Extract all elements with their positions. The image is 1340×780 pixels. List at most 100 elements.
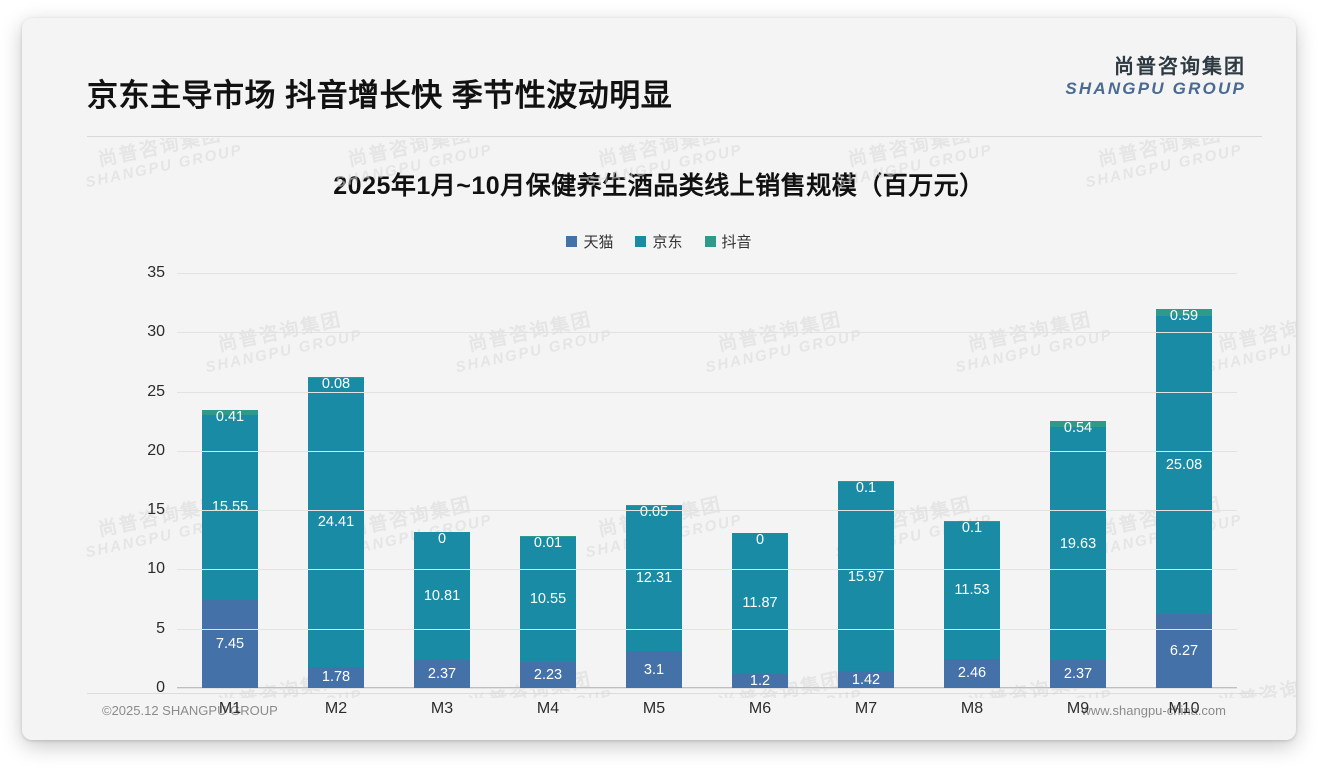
x-axis-tick-label: M3 — [430, 700, 454, 717]
bar-segment-京东[interactable]: 15.97 — [838, 481, 894, 672]
gridline — [177, 332, 1237, 334]
bar-segment-天猫[interactable]: 2.37 — [414, 659, 470, 688]
bar-segment-京东[interactable]: 10.55 — [520, 536, 576, 662]
logo-chinese-text: 尚普咨询集团 — [1114, 56, 1246, 78]
legend-item-京东[interactable]: 京东 — [635, 231, 683, 252]
x-axis-tick-label: M9 — [1066, 700, 1090, 717]
bar-column[interactable]: 2.46 11.53 0.1 M8 — [919, 273, 1025, 717]
bar-column[interactable]: 2.37 10.81 0 M3 — [389, 273, 495, 717]
bar-stack: 2.37 10.81 0 — [414, 530, 470, 688]
bar-segment-天猫[interactable]: 2.46 — [944, 658, 1000, 688]
bar-value-label: 10.81 — [423, 587, 461, 604]
chart-legend: 天猫 京东 抖音 — [22, 231, 1296, 252]
legend-swatch-icon — [566, 236, 578, 247]
gridline — [177, 628, 1237, 630]
bar-value-label: 0 — [755, 532, 765, 549]
bar-value-label: 25.08 — [1165, 456, 1203, 473]
bar-column[interactable]: 3.1 12.31 0.05 M5 — [601, 273, 707, 717]
logo-english-text: SHANGPU GROUP — [1065, 79, 1246, 98]
slide-card: 京东主导市场 抖音增长快 季节性波动明显 尚普咨询集团 SHANGPU GROU… — [22, 18, 1296, 740]
bar-segment-抖音[interactable]: 0.1 — [944, 520, 1000, 536]
bar-segment-天猫[interactable]: 2.23 — [520, 661, 576, 688]
x-axis-tick-label: M5 — [642, 700, 666, 717]
legend-label: 天猫 — [583, 234, 614, 251]
bar-segment-天猫[interactable]: 6.27 — [1156, 613, 1212, 688]
y-axis-tick-label: 0 — [156, 679, 165, 696]
bar-segment-京东[interactable]: 11.53 — [944, 522, 1000, 659]
brand-logo: 尚普咨询集团 SHANGPU GROUP — [1065, 56, 1246, 99]
x-axis-tick-label: M4 — [536, 700, 560, 717]
bar-stack: 7.45 15.55 0.41 — [202, 409, 258, 688]
bar-stack: 2.46 11.53 0.1 — [944, 520, 1000, 688]
bar-value-label: 2.37 — [1063, 665, 1093, 682]
bar-segment-天猫[interactable]: 2.37 — [1050, 659, 1106, 688]
bar-segment-抖音[interactable]: 0.59 — [1156, 308, 1212, 324]
bar-segment-抖音[interactable]: 0.54 — [1050, 420, 1106, 436]
bar-value-label: 11.53 — [954, 582, 990, 599]
x-axis-tick-label: M10 — [1168, 700, 1200, 717]
x-axis-tick-label: M7 — [854, 700, 878, 717]
bar-value-label: 24.41 — [317, 514, 355, 531]
bar-column[interactable]: 2.37 19.63 0.54 M9 — [1025, 273, 1131, 717]
bar-value-label: 7.45 — [215, 635, 245, 652]
footer-copyright: ©2025.12 SHANGPU GROUP — [102, 703, 278, 718]
header-divider — [87, 136, 1262, 137]
legend-swatch-icon — [704, 236, 716, 247]
bar-segment-京东[interactable]: 12.31 — [626, 505, 682, 652]
bar-stack: 2.37 19.63 0.54 — [1050, 420, 1106, 688]
bar-stack: 2.23 10.55 0.01 — [520, 535, 576, 688]
x-axis-tick-label: M1 — [218, 700, 242, 717]
y-axis-tick-label: 15 — [147, 501, 165, 519]
bar-value-label: 10.55 — [529, 591, 567, 608]
slide-header: 京东主导市场 抖音增长快 季节性波动明显 尚普咨询集团 SHANGPU GROU… — [22, 18, 1296, 137]
bar-value-label: 0.1 — [855, 479, 877, 496]
bar-column[interactable]: 1.42 15.97 0.1 M7 — [813, 273, 919, 717]
y-axis-tick-label: 10 — [147, 560, 165, 578]
bar-value-label: 12.31 — [635, 570, 673, 587]
bar-segment-抖音[interactable]: 0.1 — [838, 480, 894, 496]
gridline — [177, 569, 1237, 571]
bar-segment-京东[interactable]: 25.08 — [1156, 316, 1212, 614]
footer-divider — [87, 693, 1262, 694]
bar-segment-京东[interactable]: 10.81 — [414, 531, 470, 660]
footer-website: www.shangpu-china.com — [1081, 703, 1226, 718]
bar-segment-抖音[interactable]: 0.41 — [202, 409, 258, 425]
bar-column[interactable]: 1.78 24.41 0.08 M2 — [283, 273, 389, 717]
bar-value-label: 0.05 — [639, 503, 669, 520]
bar-stack: 6.27 25.08 0.59 — [1156, 308, 1212, 688]
legend-label: 抖音 — [721, 234, 752, 251]
gridline — [177, 510, 1237, 512]
y-axis-tick-label: 5 — [156, 619, 165, 637]
bar-segment-天猫[interactable]: 1.2 — [732, 672, 788, 689]
bar-value-label: 19.63 — [1059, 535, 1097, 552]
chart-title: 2025年1月~10月保健养生酒品类线上销售规模（百万元） — [333, 172, 985, 200]
bar-column[interactable]: 2.23 10.55 0.01 M4 — [495, 273, 601, 717]
legend-item-天猫[interactable]: 天猫 — [566, 231, 613, 252]
x-axis-tick-label: M6 — [748, 700, 772, 717]
bar-value-label: 0.41 — [215, 409, 245, 426]
bar-column[interactable]: 1.2 11.87 0 M6 — [707, 273, 813, 717]
bar-segment-天猫[interactable]: 1.42 — [838, 671, 894, 688]
bar-value-label: 0.59 — [1169, 308, 1199, 325]
bar-value-label: 11.87 — [742, 595, 778, 612]
bar-column[interactable]: 6.27 25.08 0.59 M10 — [1131, 273, 1237, 717]
bar-segment-天猫[interactable]: 3.1 — [626, 651, 682, 688]
bar-segment-天猫[interactable]: 7.45 — [202, 599, 258, 688]
bar-value-label: 1.42 — [851, 671, 881, 688]
bar-value-label: 3.1 — [643, 661, 665, 678]
y-axis-tick-label: 30 — [147, 323, 165, 341]
bar-value-label: 1.2 — [749, 672, 771, 689]
legend-item-抖音[interactable]: 抖音 — [704, 231, 752, 252]
bar-segment-京东[interactable]: 11.87 — [732, 533, 788, 674]
bar-segment-京东[interactable]: 15.55 — [202, 415, 258, 600]
bar-segment-抖音[interactable]: 0.05 — [626, 504, 682, 520]
bar-value-label: 2.37 — [427, 665, 457, 682]
page-title: 京东主导市场 抖音增长快 季节性波动明显 — [87, 78, 673, 113]
x-axis-line — [177, 687, 1237, 688]
bar-segment-京东[interactable]: 24.41 — [308, 377, 364, 667]
bar-segment-抖音[interactable]: 0.08 — [308, 376, 364, 392]
bar-column[interactable]: 7.45 15.55 0.41 M1 — [177, 273, 283, 717]
bar-segment-京东[interactable]: 19.63 — [1050, 427, 1106, 660]
bar-value-label: 0 — [437, 530, 447, 547]
bar-segment-天猫[interactable]: 1.78 — [308, 666, 364, 688]
